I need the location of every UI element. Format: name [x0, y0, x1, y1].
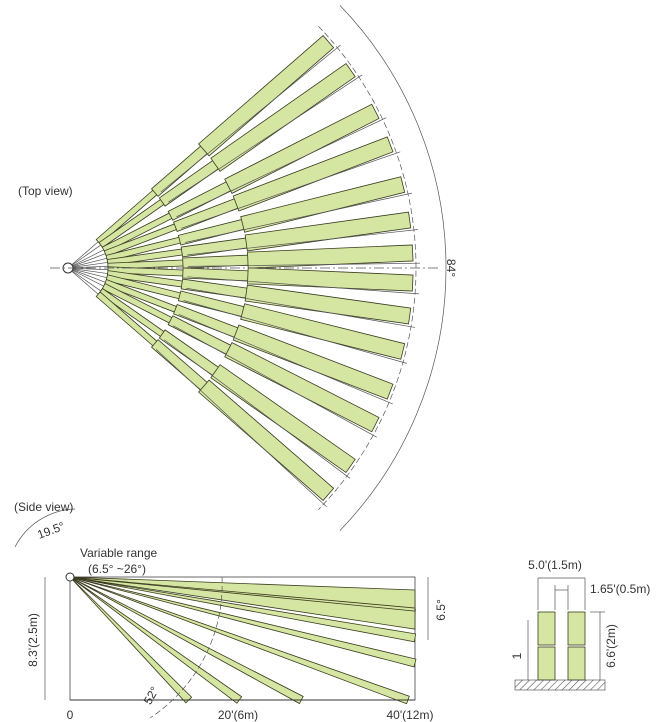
beam	[224, 342, 380, 433]
axis-line	[155, 349, 327, 508]
axis-line	[183, 300, 407, 364]
ray	[67, 257, 107, 269]
top-angle-label: 84°	[444, 259, 458, 277]
axis-line	[173, 325, 377, 438]
x-label: 40'(12m)	[387, 708, 434, 722]
axis-line	[176, 117, 387, 218]
top-view	[50, 5, 447, 531]
x-label: 20'(6m)	[218, 708, 258, 722]
beam	[232, 136, 394, 212]
range-title: Variable range	[80, 546, 157, 560]
beam	[247, 267, 414, 292]
spread-angle: 6.5°	[434, 599, 448, 621]
beam	[69, 576, 416, 630]
side-view-label: (Side view)	[14, 500, 73, 514]
down-angle: 52°	[141, 684, 162, 707]
detail-view: 5.0'(1.5m) 1.65'(0.5m) 6.6'(2m) 1	[510, 558, 650, 691]
top-view-label: (Top view)	[18, 184, 73, 198]
ray	[67, 253, 106, 269]
range-values: (6.5° ~26°)	[88, 562, 146, 576]
axis-line	[187, 229, 418, 256]
ray	[67, 267, 107, 279]
beam	[232, 324, 394, 400]
beam	[224, 103, 380, 194]
beam	[244, 211, 412, 252]
beam	[240, 176, 406, 233]
axis-line	[187, 262, 420, 267]
x-label: 0	[67, 708, 74, 722]
tilt-label: 19.5°	[35, 519, 66, 542]
sensor	[65, 572, 75, 582]
beam	[210, 63, 356, 172]
axis-line	[187, 276, 420, 295]
height-label: 8.3'(2.5m)	[26, 613, 40, 667]
beam	[247, 244, 414, 269]
beam	[198, 35, 335, 157]
beam	[69, 576, 416, 609]
beam	[244, 284, 412, 325]
axis-line	[186, 287, 416, 328]
axis-line	[168, 74, 363, 203]
beam	[198, 379, 335, 501]
height-label: 6.6'(2m)	[604, 624, 618, 668]
arc	[14, 508, 76, 548]
side-view	[14, 508, 429, 719]
marker: 1	[510, 652, 524, 659]
ray	[67, 267, 108, 274]
arc	[149, 576, 223, 719]
axis-line	[163, 339, 351, 479]
axis-line	[178, 314, 393, 405]
range-arc	[318, 26, 417, 510]
ray	[67, 262, 108, 269]
beam	[240, 303, 406, 360]
width-label: 5.0'(1.5m)	[528, 558, 582, 572]
ray	[67, 249, 104, 269]
beam	[210, 364, 356, 473]
angle-arc	[339, 5, 447, 531]
axis-line	[185, 192, 413, 243]
axis-line	[160, 44, 341, 193]
ray	[67, 267, 101, 292]
ray	[67, 244, 101, 269]
ray	[67, 267, 106, 283]
ray	[67, 241, 99, 269]
gap-label: 1.65'(0.5m)	[590, 582, 650, 596]
axis-line	[181, 151, 401, 229]
beam	[69, 576, 417, 668]
beam	[69, 576, 417, 643]
ray	[67, 267, 99, 295]
ray	[67, 267, 104, 287]
